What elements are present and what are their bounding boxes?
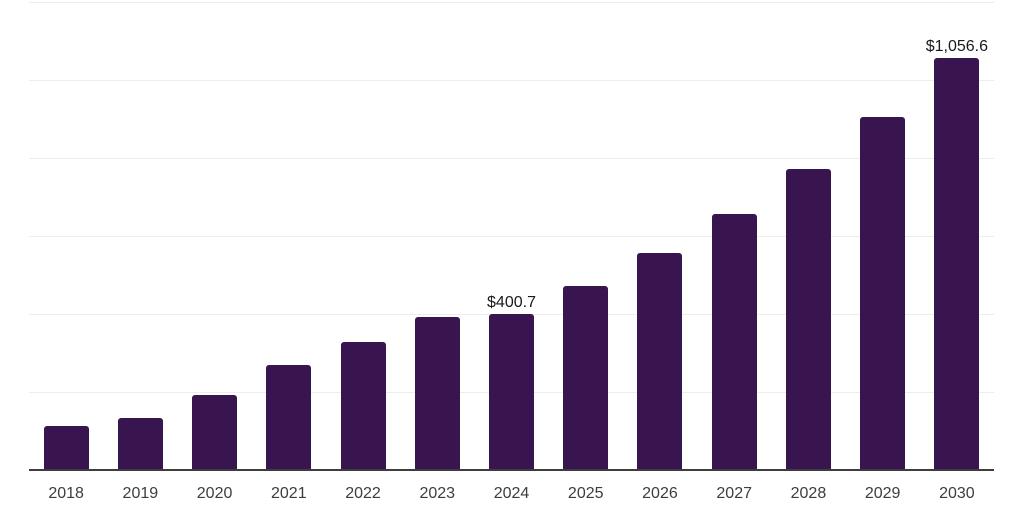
- gridline-800: [29, 158, 994, 159]
- bar-2029: [860, 116, 906, 470]
- x-tick-label-2029: 2029: [864, 485, 901, 502]
- gridline-600: [29, 236, 994, 237]
- x-tick-label-2018: 2018: [48, 485, 84, 502]
- bar-2019: [117, 418, 163, 470]
- bar-2020: [192, 395, 238, 470]
- x-tick-label-2025: 2025: [567, 485, 604, 502]
- bar-2021: [266, 365, 312, 470]
- bar-value-label-2024: $400.7: [487, 293, 536, 311]
- bar-2024: [489, 313, 534, 470]
- x-tick-label-2030: 2030: [939, 485, 975, 502]
- x-tick-label-2028: 2028: [790, 485, 827, 502]
- bar-2027: [711, 213, 757, 470]
- x-tick-label-2027: 2027: [716, 485, 752, 502]
- bar-2025: [563, 285, 609, 470]
- x-tick-label-2019: 2019: [122, 485, 159, 502]
- x-tick-label-2020: 2020: [196, 485, 233, 502]
- x-tick-label-2026: 2026: [642, 485, 678, 502]
- x-tick-label-2022: 2022: [345, 485, 381, 502]
- gridline-1200: [29, 2, 994, 3]
- bar-value-label-2030: $1,056.6: [925, 37, 989, 55]
- bar-2018: [43, 426, 89, 470]
- x-axis-line: [29, 469, 994, 471]
- bar-2023: [414, 317, 460, 470]
- bar-2030: [934, 57, 980, 470]
- bar-2026: [637, 252, 683, 470]
- x-tick-label-2024: 2024: [493, 485, 530, 502]
- x-tick-label-2023: 2023: [419, 485, 456, 502]
- bar-2022: [340, 342, 386, 470]
- x-tick-label-2021: 2021: [271, 485, 307, 502]
- gridline-1000: [29, 80, 994, 81]
- bar-2028: [785, 168, 831, 470]
